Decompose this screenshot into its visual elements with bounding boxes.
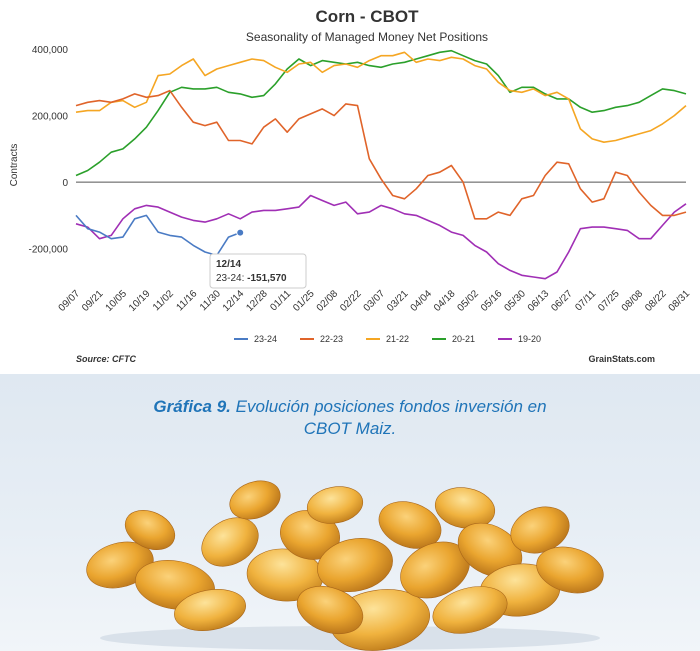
corn-kernel	[201, 517, 259, 567]
x-tick-label: 09/07	[57, 288, 83, 314]
chart-subtitle: Seasonality of Managed Money Net Positio…	[246, 30, 488, 44]
y-tick-label: 0	[62, 178, 68, 189]
corn-kernel	[306, 486, 364, 524]
x-tick-label: 03/07	[362, 288, 388, 314]
legend-label-23-24[interactable]: 23-24	[254, 334, 277, 344]
x-tick-label: 11/16	[174, 288, 199, 313]
x-tick-label: 04/18	[432, 288, 458, 314]
x-tick-label: 12/28	[244, 288, 270, 314]
x-tick-label: 01/11	[268, 288, 293, 313]
x-tick-label: 06/27	[549, 288, 575, 314]
x-tick-label: 10/19	[127, 288, 153, 314]
corn-kernel	[229, 480, 281, 520]
x-tick-label: 11/30	[198, 288, 223, 313]
x-tick-label: 08/08	[620, 288, 646, 314]
series-line-19-20	[75, 194, 687, 280]
figure-caption: Gráfica 9. Evolución posiciones fondos i…	[0, 396, 700, 440]
line-chart: Corn - CBOT Seasonality of Managed Money…	[9, 7, 693, 364]
legend-label-21-22[interactable]: 21-22	[386, 334, 409, 344]
x-tick-label: 07/11	[573, 288, 598, 313]
corn-kernel	[432, 586, 508, 634]
x-tick-label: 05/30	[502, 288, 528, 314]
grainstats-watermark: GrainStats.com	[588, 354, 655, 364]
chart-title: Corn - CBOT	[316, 7, 420, 26]
x-tick-label: 10/05	[104, 288, 130, 314]
x-tick-label: 01/25	[291, 288, 317, 314]
x-tick-label: 02/22	[338, 288, 364, 314]
x-tick-label: 04/04	[409, 288, 435, 314]
x-tick-label: 06/13	[526, 288, 552, 314]
y-tick-label: 400,000	[32, 45, 69, 56]
y-axis-title: Contracts	[9, 144, 20, 187]
y-tick-label: 200,000	[32, 112, 69, 123]
corn-kernel	[434, 487, 496, 529]
corn-kernels-photo	[86, 480, 604, 651]
tooltip-box	[209, 253, 307, 289]
tooltip-series: 23-24	[216, 273, 242, 284]
caption-text: Evolución posiciones fondos inversión en	[235, 397, 547, 416]
series-line-23-24	[75, 214, 241, 257]
legend-label-22-23[interactable]: 22-23	[320, 334, 343, 344]
x-tick-label: 05/02	[455, 288, 481, 314]
x-tick-label: 08/31	[667, 288, 693, 314]
x-tick-label: 09/21	[80, 288, 106, 314]
y-tick-label: -200,000	[29, 245, 69, 256]
tooltip-value-text: -151,570	[247, 273, 287, 284]
corn-kernel	[124, 510, 176, 550]
legend-label-19-20[interactable]: 19-20	[518, 334, 541, 344]
caption-text-line2: CBOT Maiz.	[303, 419, 397, 438]
tooltip-date: 12/14	[216, 259, 241, 270]
x-tick-label: 08/22	[643, 288, 669, 314]
corn-kernel	[317, 538, 393, 592]
source-note: Source: CFTC	[76, 354, 137, 364]
x-tick-label: 02/08	[315, 288, 341, 314]
caption-label: Gráfica 9.	[153, 397, 231, 416]
x-tick-label: 11/02	[151, 288, 176, 313]
x-tick-label: 05/16	[479, 288, 505, 314]
corn-kernel	[296, 585, 364, 635]
series-line-21-22	[75, 51, 687, 143]
corn-kernel	[536, 546, 604, 594]
corn-kernel	[378, 501, 442, 549]
tooltip-point	[236, 228, 245, 237]
x-tick-label: 07/25	[596, 288, 622, 314]
x-tick-label: 03/21	[385, 288, 411, 314]
tooltip-value: 23-24: -151,570	[216, 273, 287, 284]
series-line-22-23	[75, 89, 687, 220]
x-tick-label: 12/14	[221, 288, 247, 314]
chart-panel: Corn - CBOT Seasonality of Managed Money…	[9, 7, 693, 364]
corn-kernel	[174, 589, 246, 631]
legend-label-20-21[interactable]: 20-21	[452, 334, 475, 344]
series-line-20-21	[75, 49, 687, 177]
